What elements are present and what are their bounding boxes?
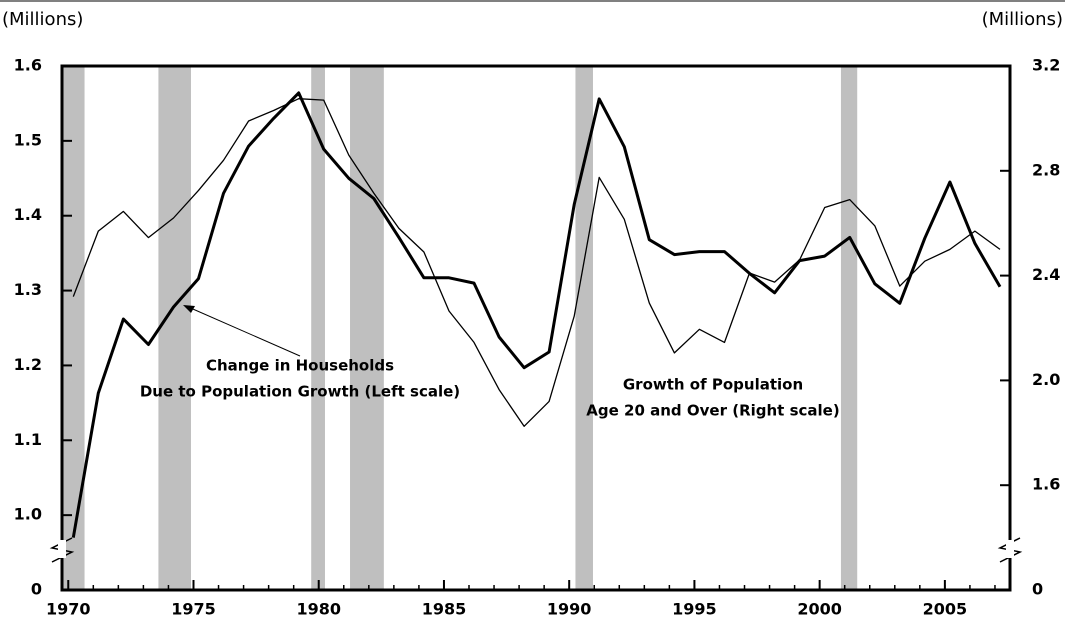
annotation: Age 20 and Over (Right scale) xyxy=(586,402,839,420)
annotation: Change in Households xyxy=(206,357,394,375)
annotation-layer: Change in Households Due to Population Gr… xyxy=(140,305,840,420)
y-tick-label: 1.6 xyxy=(14,56,42,75)
series-line xyxy=(71,91,1002,538)
arrow-head xyxy=(183,305,195,313)
x-tick-label: 1980 xyxy=(296,600,341,619)
x-tick-label: 1990 xyxy=(547,600,592,619)
axis-break-gap-left xyxy=(58,540,66,558)
y2-tick-label: 3.2 xyxy=(1032,56,1060,75)
y-tick-label: 1.1 xyxy=(14,430,42,449)
y-tick-label: 1.0 xyxy=(14,505,42,524)
y2-unit-label: (Millions) xyxy=(982,9,1063,30)
recession-band xyxy=(63,66,85,590)
y-tick-label: 0 xyxy=(31,580,42,599)
x-tick-label: 2005 xyxy=(923,600,968,619)
annotation-arrow xyxy=(185,305,301,357)
plot-layer: 1970 1975 1980 1985 1990 1995 2000 2005 0 1.0 1.1 1… xyxy=(14,56,1061,619)
recession-band xyxy=(158,66,191,590)
recession-band xyxy=(311,66,325,590)
x-tick-label: 1975 xyxy=(171,600,216,619)
x-tick-label: 1985 xyxy=(422,600,467,619)
y2-tick-label: 2.4 xyxy=(1032,265,1060,284)
y-unit-label: (Millions) xyxy=(2,9,83,30)
recession-band xyxy=(575,66,593,590)
y-tick-label: 1.4 xyxy=(14,205,42,224)
series-line xyxy=(72,98,1001,427)
y2-tick-label: 2.0 xyxy=(1032,370,1060,389)
axis-break-gap-right xyxy=(1006,540,1014,558)
recession-band xyxy=(350,66,384,590)
y2-tick-label: 1.6 xyxy=(1032,475,1060,494)
x-tick-label: 1995 xyxy=(672,600,717,619)
x-tick-label: 2000 xyxy=(797,600,842,619)
y-tick-label: 1.2 xyxy=(14,355,42,374)
annotation: Due to Population Growth (Left scale) xyxy=(140,383,460,401)
y-tick-label: 1.3 xyxy=(14,280,42,299)
recession-band xyxy=(840,66,858,590)
y-tick-label: 1.5 xyxy=(14,130,42,149)
plot-frame xyxy=(60,64,1012,592)
y2-tick-label: 2.8 xyxy=(1032,160,1060,179)
x-tick-label: 1970 xyxy=(46,600,91,619)
annotation: Growth of Population xyxy=(623,376,803,394)
y2-tick-label: 0 xyxy=(1032,580,1043,599)
recession-layer xyxy=(63,66,858,590)
